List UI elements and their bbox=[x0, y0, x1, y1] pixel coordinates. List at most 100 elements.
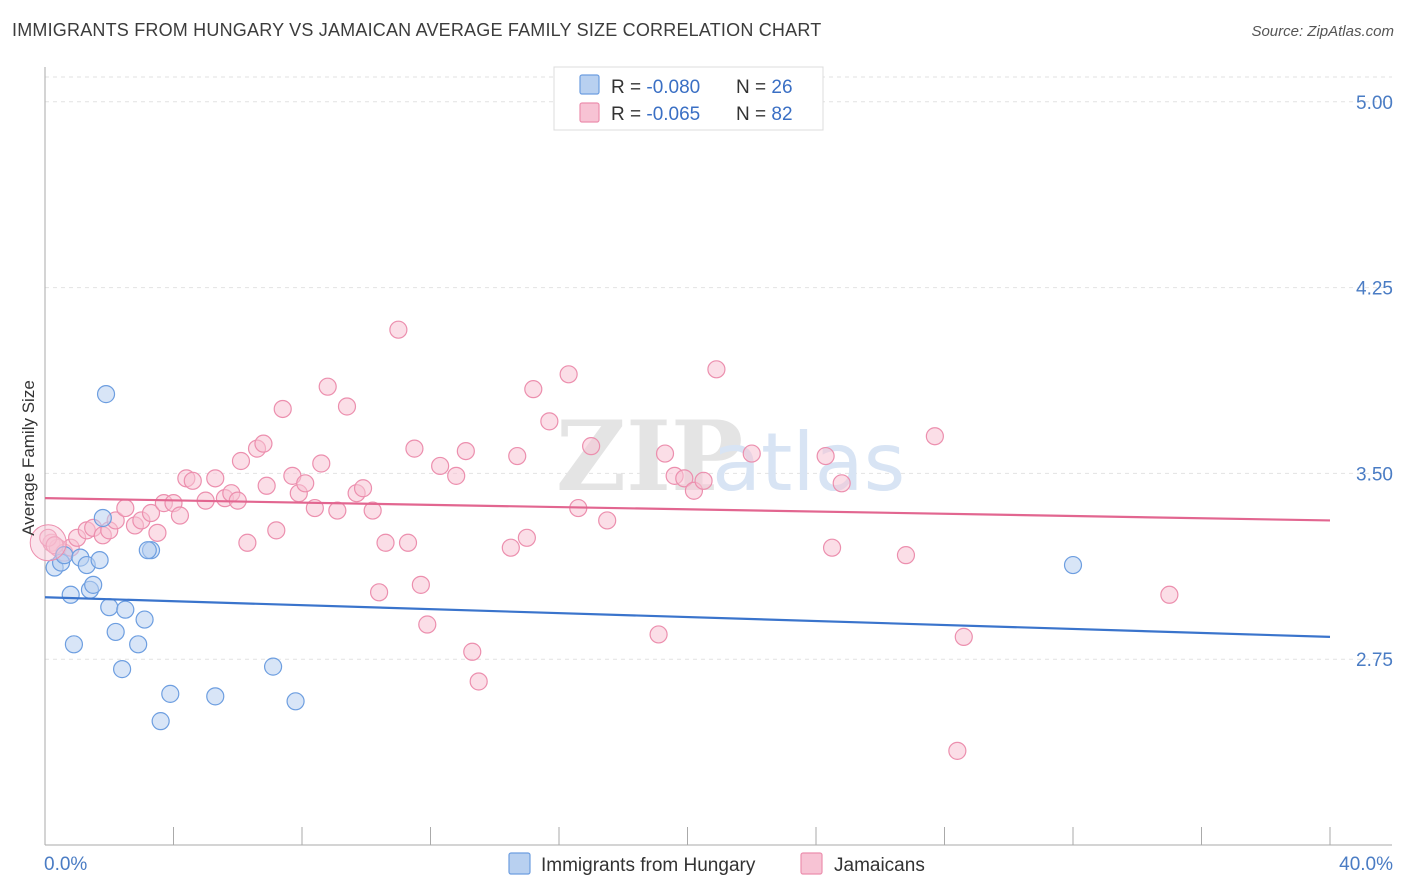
legend-n-label: N = bbox=[736, 104, 771, 125]
data-point-jamaicans bbox=[170, 506, 190, 525]
points-layer bbox=[29, 320, 1179, 760]
watermark: ZIP atlas bbox=[556, 400, 905, 513]
data-point-jamaicans bbox=[363, 501, 382, 520]
data-point-jamaicans bbox=[141, 503, 161, 523]
data-point-hungary bbox=[138, 541, 157, 560]
data-point-jamaicans bbox=[649, 625, 668, 644]
trend-layer bbox=[44, 497, 1331, 638]
data-point-jamaicans bbox=[328, 501, 347, 520]
data-point-jamaicans bbox=[206, 469, 225, 488]
data-point-jamaicans bbox=[598, 511, 617, 530]
data-point-jamaicans bbox=[431, 456, 450, 476]
data-point-jamaicans bbox=[501, 538, 520, 557]
legend-row-hungary: R = -0.080 bbox=[611, 77, 700, 98]
series-legend-label-jamaicans: Jamaicans bbox=[834, 855, 925, 876]
data-point-hungary bbox=[106, 622, 125, 642]
chart-title: IMMIGRANTS FROM HUNGARY VS JAMAICAN AVER… bbox=[12, 20, 822, 40]
data-point-hungary bbox=[1063, 555, 1083, 575]
data-point-jamaicans bbox=[418, 615, 437, 634]
data-point-hungary bbox=[286, 692, 305, 711]
trend-line-jamaicans bbox=[44, 497, 1331, 522]
data-point-jamaicans bbox=[337, 397, 357, 416]
data-point-jamaicans bbox=[1160, 585, 1179, 604]
data-point-jamaicans bbox=[517, 528, 536, 547]
data-point-hungary bbox=[161, 684, 180, 703]
series-legend: Immigrants from Hungary Jamaicans bbox=[508, 852, 925, 876]
data-point-jamaicans bbox=[508, 446, 527, 466]
data-point-hungary bbox=[84, 575, 103, 594]
y-tick-label: 2.75 bbox=[1356, 650, 1393, 671]
data-point-jamaicans bbox=[742, 444, 761, 463]
data-point-jamaicans bbox=[694, 471, 713, 490]
data-point-jamaicans bbox=[948, 741, 967, 760]
data-point-jamaicans bbox=[655, 444, 675, 463]
x-tick-labels: 0.0% 40.0% bbox=[44, 854, 1393, 875]
data-point-jamaicans bbox=[257, 476, 276, 495]
data-point-jamaicans bbox=[707, 360, 726, 379]
data-point-jamaicans bbox=[398, 533, 418, 552]
data-point-jamaicans bbox=[411, 575, 430, 594]
watermark-zip: ZIP bbox=[556, 400, 743, 513]
series-legend-label-hungary: Immigrants from Hungary bbox=[541, 855, 756, 876]
chart-source: Source: ZipAtlas.com bbox=[1251, 23, 1394, 40]
data-point-jamaicans bbox=[148, 523, 167, 542]
legend-n-label: N = bbox=[736, 77, 771, 98]
data-point-jamaicans bbox=[832, 474, 851, 493]
data-point-jamaicans bbox=[822, 538, 842, 557]
data-point-hungary bbox=[61, 585, 80, 604]
data-point-jamaicans bbox=[954, 627, 973, 646]
data-point-jamaicans bbox=[925, 427, 944, 446]
data-point-jamaicans bbox=[273, 399, 292, 419]
data-point-jamaicans bbox=[447, 466, 466, 485]
data-point-jamaicans bbox=[231, 451, 251, 471]
data-point-jamaicans bbox=[296, 474, 315, 493]
data-point-jamaicans bbox=[376, 533, 395, 552]
x-tick-label: 40.0% bbox=[1339, 854, 1393, 875]
legend-r-label: R = bbox=[611, 104, 646, 125]
data-point-jamaicans bbox=[896, 546, 916, 565]
trend-line-hungary bbox=[44, 596, 1331, 638]
data-point-jamaicans bbox=[524, 380, 543, 399]
data-point-jamaicans bbox=[183, 471, 202, 490]
data-point-jamaicans bbox=[238, 533, 257, 552]
legend-swatch-hungary bbox=[579, 74, 600, 95]
legend-r-value: -0.080 bbox=[646, 77, 700, 98]
axis-layer bbox=[44, 67, 1392, 846]
series-legend-swatch-hungary bbox=[508, 852, 531, 875]
data-point-jamaicans bbox=[463, 642, 482, 661]
data-point-jamaicans bbox=[116, 498, 135, 518]
data-point-hungary bbox=[112, 660, 132, 679]
y-axis-title: Average Family Size bbox=[19, 380, 38, 536]
data-point-hungary bbox=[96, 385, 116, 404]
legend-n-hungary: N = 26 bbox=[736, 77, 793, 98]
data-point-jamaicans bbox=[816, 446, 835, 466]
x-tick-label: 0.0% bbox=[44, 854, 87, 875]
data-point-hungary bbox=[151, 712, 170, 731]
data-point-jamaicans bbox=[370, 583, 389, 602]
legend-n-value: 26 bbox=[771, 77, 792, 98]
data-point-jamaicans bbox=[469, 672, 488, 691]
data-point-hungary bbox=[206, 687, 225, 706]
data-point-hungary bbox=[93, 508, 112, 528]
watermark-atlas: atlas bbox=[712, 416, 905, 509]
data-point-hungary bbox=[129, 635, 148, 654]
series-legend-swatch-jamaicans bbox=[800, 852, 823, 875]
data-point-hungary bbox=[100, 598, 119, 617]
data-point-hungary bbox=[135, 610, 154, 629]
data-point-jamaicans bbox=[389, 320, 408, 339]
y-tick-label: 3.50 bbox=[1356, 464, 1393, 485]
legend-r-label: R = bbox=[611, 77, 646, 98]
data-point-hungary bbox=[116, 600, 135, 619]
data-point-jamaicans bbox=[353, 479, 373, 498]
data-point-jamaicans bbox=[254, 434, 273, 453]
data-point-jamaicans bbox=[582, 437, 601, 456]
data-point-jamaicans bbox=[540, 412, 559, 431]
data-point-jamaicans bbox=[456, 441, 475, 461]
data-point-jamaicans bbox=[559, 365, 578, 384]
legend-r-value: -0.065 bbox=[646, 104, 700, 125]
y-tick-label: 4.25 bbox=[1356, 279, 1393, 300]
data-point-hungary bbox=[64, 635, 84, 654]
data-point-hungary bbox=[263, 657, 283, 676]
legend-row-jamaicans: R = -0.065 bbox=[611, 104, 700, 125]
